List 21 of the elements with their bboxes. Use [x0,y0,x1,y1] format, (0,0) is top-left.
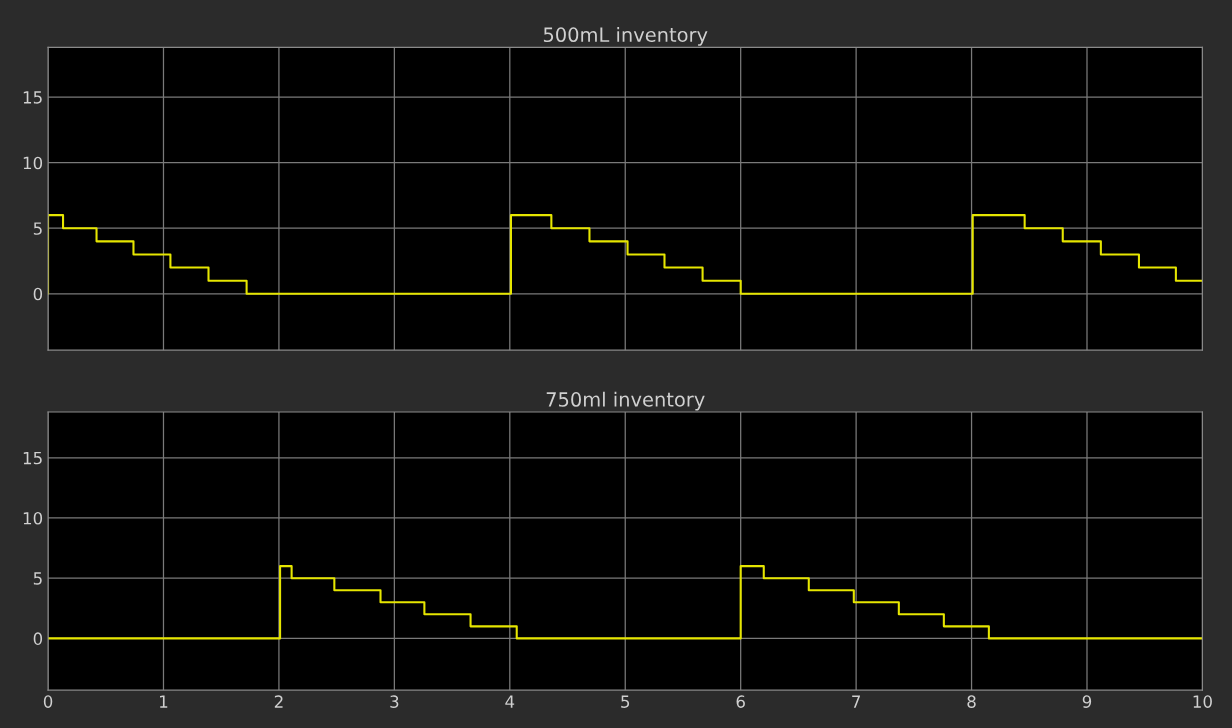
y-tick-label: 0 [33,287,43,301]
x-tick-label: 4 [505,695,515,708]
y-tick-label: 15 [23,91,42,104]
y-tick-label: 5 [33,572,42,585]
y-tick-label: 15 [23,451,42,465]
x-tick-label: 9 [1082,695,1092,708]
x-tick-label: 6 [736,695,745,708]
x-tick-label: 2 [274,695,283,708]
y-tick-label: 5 [33,222,42,235]
y-tick-label: 0 [33,632,43,645]
chart-title: 500mL inventory [543,26,708,46]
x-tick-label: 1 [160,695,168,708]
x-tick-label: 5 [621,695,630,708]
x-tick-label: 8 [967,695,976,708]
y-tick-label: 10 [23,156,43,170]
chart-title: 750ml inventory [546,391,705,411]
x-tick-label: 7 [852,695,860,708]
x-tick-label: 3 [390,695,399,708]
x-tick-label: 0 [43,695,53,708]
x-tick-label: 10 [1193,695,1212,708]
y-tick-label: 10 [23,511,43,525]
